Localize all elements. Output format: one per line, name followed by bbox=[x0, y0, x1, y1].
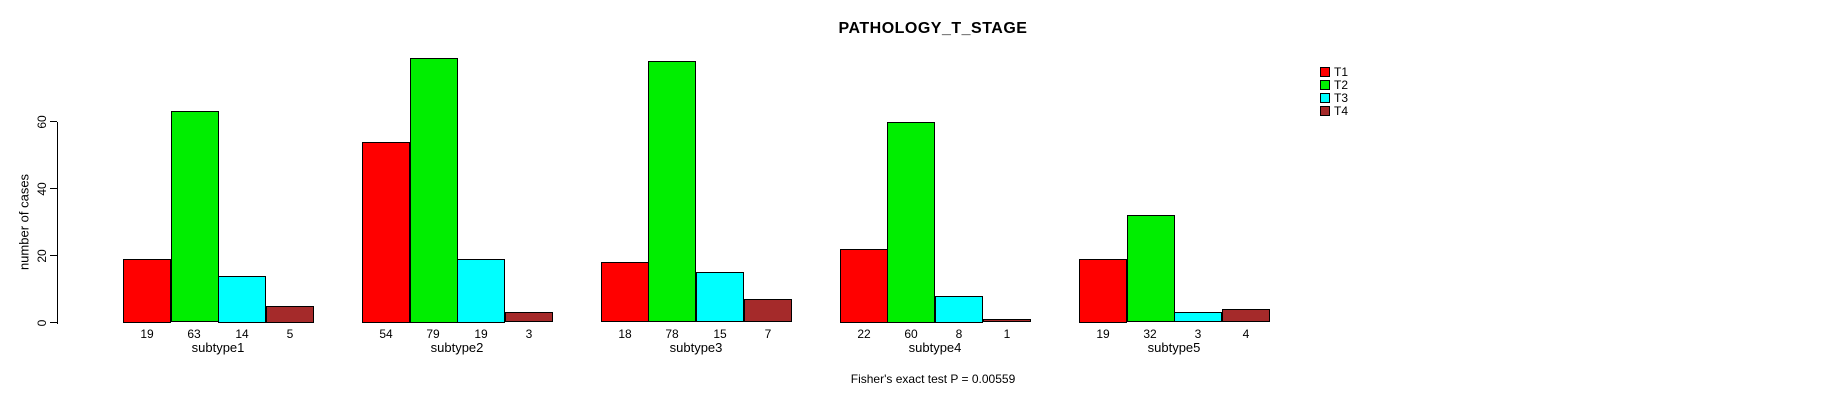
bar-count-label: 8 bbox=[955, 327, 963, 341]
chart-title: PATHOLOGY_T_STAGE bbox=[838, 20, 1028, 37]
bar-count-label: 19 bbox=[140, 327, 154, 341]
bar-count-label: 5 bbox=[286, 327, 294, 341]
bar-t1-subtype3 bbox=[601, 262, 649, 322]
bar-count-label: 19 bbox=[1096, 327, 1110, 341]
legend-label-t1: T1 bbox=[1334, 65, 1349, 79]
bar-count-label: 19 bbox=[474, 327, 488, 341]
bar-count-label: 79 bbox=[426, 327, 440, 341]
legend-swatch-t3 bbox=[1320, 93, 1330, 103]
bar-t4-subtype2 bbox=[505, 312, 553, 322]
bar-count-label: 22 bbox=[857, 327, 871, 341]
legend-swatch-t2 bbox=[1320, 80, 1330, 90]
y-axis-line bbox=[57, 121, 58, 324]
legend-label-t3: T3 bbox=[1334, 91, 1349, 105]
bar-count-label: 18 bbox=[618, 327, 632, 341]
bar-t2-subtype3 bbox=[648, 61, 696, 322]
bar-t3-subtype3 bbox=[696, 272, 744, 322]
category-label-subtype4: subtype4 bbox=[908, 340, 962, 355]
bar-t2-subtype2 bbox=[410, 58, 458, 323]
legend-swatch-t1 bbox=[1320, 67, 1330, 77]
bar-count-label: 15 bbox=[713, 327, 727, 341]
bar-count-label: 63 bbox=[187, 327, 201, 341]
category-label-subtype2: subtype2 bbox=[430, 340, 484, 355]
bar-count-label: 78 bbox=[665, 327, 679, 341]
bar-t1-subtype5 bbox=[1079, 259, 1127, 323]
bar-count-label: 3 bbox=[1194, 327, 1202, 341]
bar-t1-subtype2 bbox=[362, 142, 410, 323]
legend-label-t4: T4 bbox=[1334, 104, 1349, 118]
bar-count-label: 4 bbox=[1242, 327, 1250, 341]
y-axis-tick bbox=[50, 121, 57, 122]
bar-t4-subtype4 bbox=[983, 319, 1031, 322]
y-axis-tick bbox=[50, 255, 57, 256]
bar-t2-subtype1 bbox=[171, 111, 219, 322]
bar-t4-subtype5 bbox=[1222, 309, 1270, 322]
bar-count-label: 14 bbox=[235, 327, 249, 341]
bar-count-label: 54 bbox=[379, 327, 393, 341]
category-label-subtype1: subtype1 bbox=[191, 340, 245, 355]
bar-t3-subtype4 bbox=[935, 296, 983, 323]
bar-t4-subtype3 bbox=[744, 299, 792, 322]
fisher-test-annotation: Fisher's exact test P = 0.00559 bbox=[850, 372, 1016, 386]
bar-count-label: 3 bbox=[525, 327, 533, 341]
bar-count-label: 7 bbox=[764, 327, 772, 341]
bar-t2-subtype4 bbox=[887, 122, 935, 323]
category-label-subtype3: subtype3 bbox=[669, 340, 723, 355]
bar-count-label: 32 bbox=[1143, 327, 1157, 341]
y-axis-tick bbox=[50, 188, 57, 189]
bar-count-label: 60 bbox=[904, 327, 918, 341]
y-axis-tick bbox=[50, 322, 57, 323]
bar-t3-subtype5 bbox=[1174, 312, 1222, 322]
bar-t4-subtype1 bbox=[266, 306, 314, 323]
bar-t3-subtype1 bbox=[218, 276, 266, 323]
bar-t3-subtype2 bbox=[457, 259, 505, 323]
bar-count-label: 1 bbox=[1003, 327, 1011, 341]
legend-label-t2: T2 bbox=[1334, 78, 1349, 92]
category-label-subtype5: subtype5 bbox=[1147, 340, 1201, 355]
legend-swatch-t4 bbox=[1320, 106, 1330, 116]
bar-t2-subtype5 bbox=[1127, 215, 1175, 322]
bar-t1-subtype1 bbox=[123, 259, 171, 323]
